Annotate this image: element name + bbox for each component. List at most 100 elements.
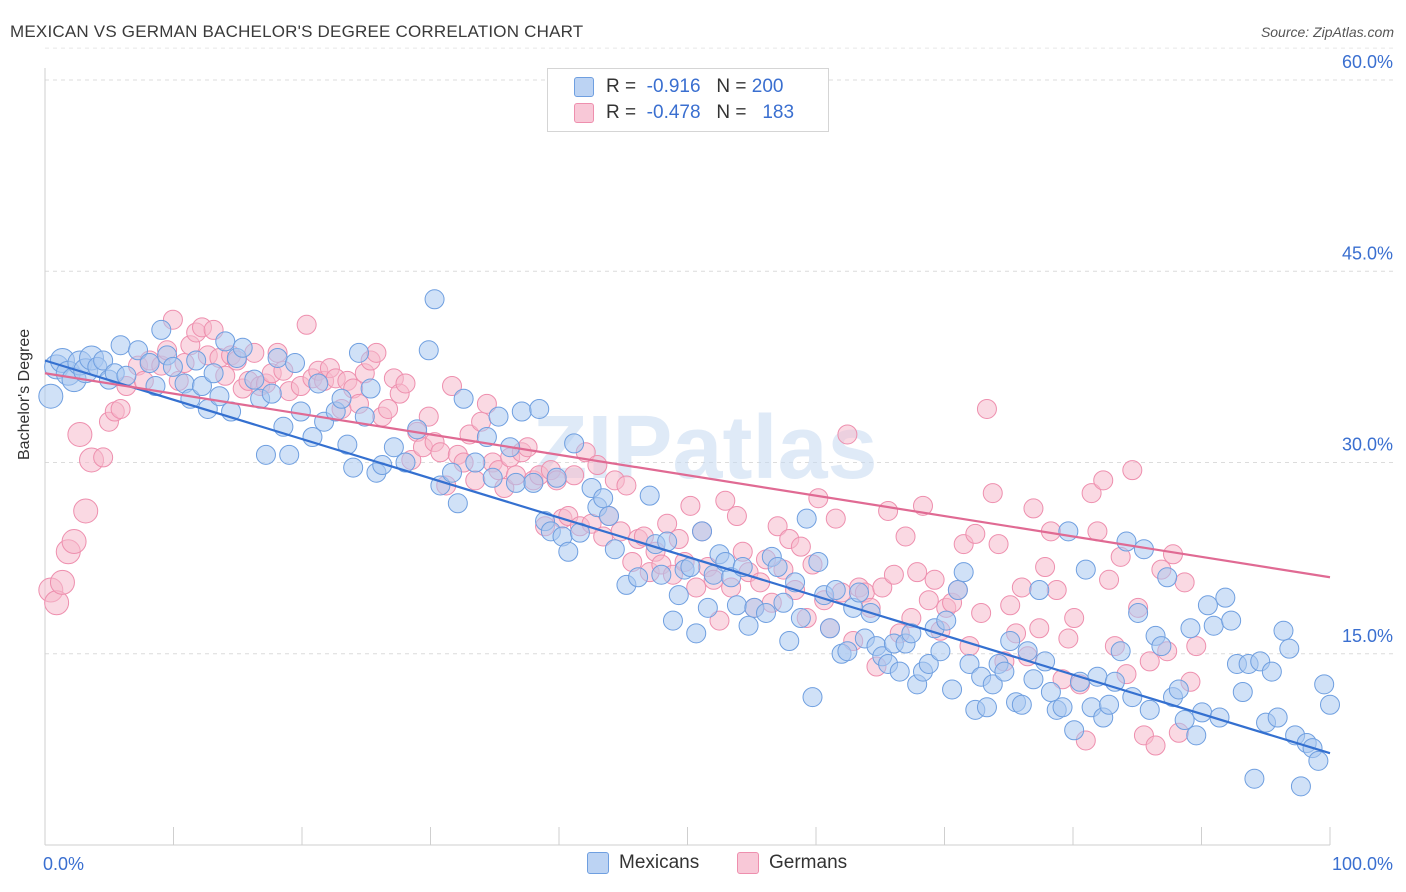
mexicans-point — [953, 562, 974, 583]
legend-r-label: R = — [606, 76, 637, 97]
y-tick-label: 30.0% — [1342, 435, 1393, 455]
germans-point — [378, 398, 399, 419]
germans-point — [395, 373, 416, 394]
germans-point — [1011, 577, 1032, 598]
mexicans-point — [1011, 694, 1032, 715]
germans-point — [976, 398, 997, 419]
mexicans-point — [383, 437, 404, 458]
mexicans-point — [1029, 580, 1050, 600]
germans-point — [1186, 636, 1207, 657]
germans-point — [686, 577, 707, 598]
mexicans-point — [285, 353, 306, 374]
germans-point — [924, 569, 945, 590]
mexicans-point — [308, 373, 329, 394]
germans-point — [1099, 569, 1120, 590]
mexicans-point — [930, 641, 951, 662]
germans-point — [808, 488, 829, 509]
mexicans-point — [773, 592, 794, 613]
mexicans-point — [424, 289, 445, 310]
mexicans-point — [1000, 631, 1021, 651]
mexicans-point — [1174, 710, 1195, 731]
germans-point — [907, 562, 928, 583]
germans-point — [93, 447, 114, 468]
mexicans-point — [593, 488, 614, 509]
germans-point — [49, 569, 75, 595]
mexicans-swatch — [574, 77, 594, 97]
mexicans-point — [802, 687, 823, 708]
legend-n-value: 200 — [751, 76, 784, 97]
mexicans-point — [244, 369, 265, 390]
mexicans-point — [372, 455, 393, 476]
legend-item-mexicans: Mexicans — [587, 852, 699, 874]
mexicans-point — [790, 608, 811, 629]
mexicans-point — [505, 472, 526, 493]
mexicans-point — [1023, 669, 1044, 690]
mexicans-point — [232, 337, 253, 358]
mexicans-point — [1308, 750, 1329, 771]
mexicans-point — [668, 585, 689, 606]
germans-point — [971, 602, 992, 623]
germans-point — [1058, 628, 1079, 649]
mexicans-point — [901, 623, 922, 644]
mexicans-point — [348, 342, 369, 363]
mexicans-point — [785, 572, 806, 593]
mexicans-point — [1075, 559, 1096, 580]
mexicans-point — [1151, 636, 1172, 657]
mexicans-point — [558, 541, 579, 562]
germans-point — [465, 470, 486, 491]
germans-point — [988, 534, 1009, 555]
legend-n-label: N = — [716, 76, 747, 97]
mexicans-point — [825, 580, 846, 600]
germans-point — [564, 465, 585, 486]
tick-labels: 15.0% 30.0% 45.0% 60.0% 0.0% 100.0% — [43, 52, 1393, 874]
mexicans-point — [1261, 661, 1282, 682]
mexicans-point — [1244, 768, 1265, 789]
mexicans-point — [93, 350, 114, 371]
germans-point — [883, 564, 904, 585]
germans-point — [418, 406, 439, 427]
mexicans-point — [343, 457, 364, 478]
mexicans-point — [186, 350, 207, 371]
mexicans-point — [599, 506, 620, 527]
mexicans-point — [511, 401, 532, 422]
germans-point — [67, 421, 93, 447]
mexicans-point — [604, 539, 625, 560]
mexicans-point — [1157, 567, 1178, 588]
chart-title: MEXICAN VS GERMAN BACHELOR'S DEGREE CORR… — [10, 22, 584, 41]
mexicans-point — [191, 376, 212, 396]
mexicans-point — [1180, 618, 1201, 639]
axes — [44, 68, 1331, 846]
x-tick-label: 0.0% — [43, 854, 84, 874]
germans-point — [1093, 470, 1114, 491]
germans-point — [366, 342, 387, 363]
legend-n-label: N = — [716, 102, 747, 123]
germans-point — [476, 393, 497, 414]
mexicans-point — [1215, 587, 1236, 608]
germans-point — [1087, 521, 1108, 542]
mexicans-point — [1064, 720, 1085, 741]
mexicans-point — [139, 353, 160, 374]
germans-point — [912, 495, 933, 516]
mexicans-point — [162, 356, 183, 377]
mexicans-point — [523, 472, 544, 493]
mexicans-point — [1099, 694, 1120, 715]
mexicans-point — [1203, 615, 1224, 636]
mexicans-point — [697, 597, 718, 618]
mexicans-point — [38, 383, 64, 409]
mexicans-point — [959, 653, 980, 674]
mexicans-point — [738, 615, 759, 636]
mexicans-point — [662, 610, 683, 631]
legend-r-label: R = — [606, 102, 637, 123]
mexicans-point — [808, 551, 829, 572]
germans-swatch — [737, 852, 759, 874]
germans-point — [680, 495, 701, 516]
mexicans-point — [726, 595, 747, 616]
germans-point — [73, 498, 99, 524]
mexicans-point — [1110, 641, 1131, 662]
germans-point — [872, 577, 893, 598]
mexicans-point — [1052, 697, 1073, 718]
mexicans-point — [337, 434, 358, 455]
mexicans-point — [918, 653, 939, 674]
mexicans-trend-line — [44, 359, 1331, 755]
